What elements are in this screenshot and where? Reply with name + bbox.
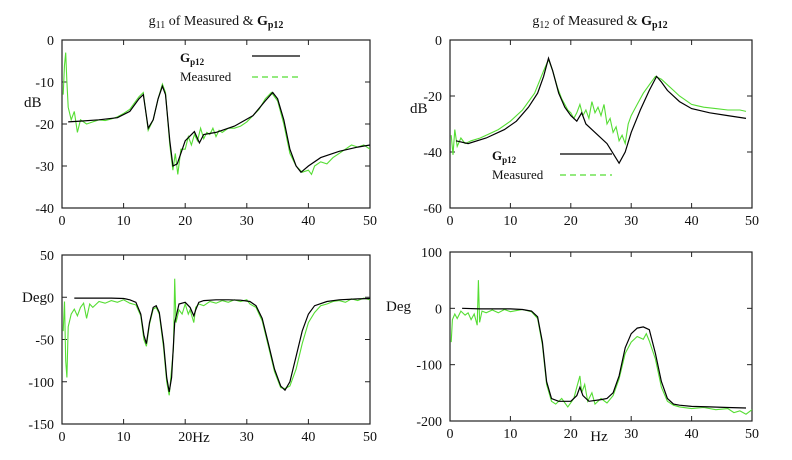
chart-title: g12 of Measured & Gp12 xyxy=(532,14,667,31)
y-axis-label: dB xyxy=(24,95,42,111)
series-line-gp12 xyxy=(74,297,370,393)
chart-title: g11 of Measured & Gp12 xyxy=(149,14,284,31)
x-tick-label: 0 xyxy=(59,214,66,229)
series-line-measured xyxy=(450,280,752,415)
x-tick-label: 10 xyxy=(117,214,131,229)
x-tick-label: 40 xyxy=(685,427,699,442)
x-axis-label: Hz xyxy=(192,430,210,446)
legend-label: Measured xyxy=(492,167,544,182)
chart-panel-3: 0 10 20 30 40 50 50 0 -50 -100 -150 Deg Hz xyxy=(22,249,377,446)
legend-label: Gp12 xyxy=(180,50,205,67)
y-axis-label: Deg xyxy=(386,299,411,315)
x-tick-label: 30 xyxy=(240,430,254,445)
y-tick-label: -30 xyxy=(35,160,54,175)
y-tick-label: 0 xyxy=(47,291,54,306)
plot-frame xyxy=(449,251,753,422)
x-tick-label: 10 xyxy=(117,430,131,445)
x-axis-label: Hz xyxy=(590,429,608,445)
x-tick-label: 30 xyxy=(624,214,638,229)
x-tick-label: 30 xyxy=(624,427,638,442)
chart-panel-1: 0 10 20 30 40 50 0 -10 -20 -30 -40 dB g11 of Measure… xyxy=(24,14,377,229)
y-tick-label: -20 xyxy=(35,118,54,133)
x-tick-label: 50 xyxy=(745,214,759,229)
legend-label: Gp12 xyxy=(492,148,517,165)
y-tick-label: -150 xyxy=(28,418,54,433)
y-tick-label: -100 xyxy=(416,359,442,374)
y-tick-label: -200 xyxy=(416,415,442,430)
x-tick-label: 20 xyxy=(178,430,192,445)
legend-label: Measured xyxy=(180,69,232,84)
x-tick-label: 20 xyxy=(564,427,578,442)
y-axis-label: dB xyxy=(410,101,428,117)
y-axis-label: Deg xyxy=(22,290,47,306)
y-tick-label: 50 xyxy=(40,249,54,264)
x-tick-label: 40 xyxy=(301,430,315,445)
y-tick-label: -40 xyxy=(35,202,54,217)
x-tick-label: 20 xyxy=(564,214,578,229)
x-tick-label: 20 xyxy=(178,214,192,229)
x-tick-label: 50 xyxy=(363,430,377,445)
x-tick-label: 0 xyxy=(447,214,454,229)
x-tick-label: 40 xyxy=(301,214,315,229)
x-tick-label: 50 xyxy=(363,214,377,229)
plot-frame xyxy=(61,39,371,209)
y-tick-label: -100 xyxy=(28,376,54,391)
y-tick-label: -60 xyxy=(423,202,442,217)
y-tick-label: -10 xyxy=(35,76,54,91)
y-tick-label: 100 xyxy=(421,246,442,261)
series-line-gp12 xyxy=(455,56,747,165)
chart-panel-4: 0 10 20 30 40 50 100 0 -100 -200 Deg Hz xyxy=(386,246,759,445)
series-line-gp12 xyxy=(462,307,747,409)
y-tick-label: 0 xyxy=(47,34,54,49)
x-tick-label: 50 xyxy=(745,427,759,442)
x-tick-label: 10 xyxy=(503,427,517,442)
y-tick-label: -50 xyxy=(35,334,54,349)
series-line-measured xyxy=(450,58,747,155)
y-tick-label: 0 xyxy=(435,34,442,49)
plot-frame xyxy=(449,39,753,209)
x-tick-label: 0 xyxy=(59,430,66,445)
series-line-gp12 xyxy=(68,84,370,174)
chart-panel-2: 0 10 20 30 40 50 0 -20 -40 -60 dB g12 of Measured &… xyxy=(410,14,759,229)
y-tick-label: 0 xyxy=(435,302,442,317)
y-tick-label: -20 xyxy=(423,90,442,105)
x-tick-label: 10 xyxy=(503,214,517,229)
x-tick-label: 0 xyxy=(447,427,454,442)
x-tick-label: 30 xyxy=(240,214,254,229)
x-tick-label: 40 xyxy=(685,214,699,229)
plot-frame xyxy=(61,254,371,425)
series-line-measured xyxy=(62,278,370,396)
y-tick-label: -40 xyxy=(423,146,442,161)
